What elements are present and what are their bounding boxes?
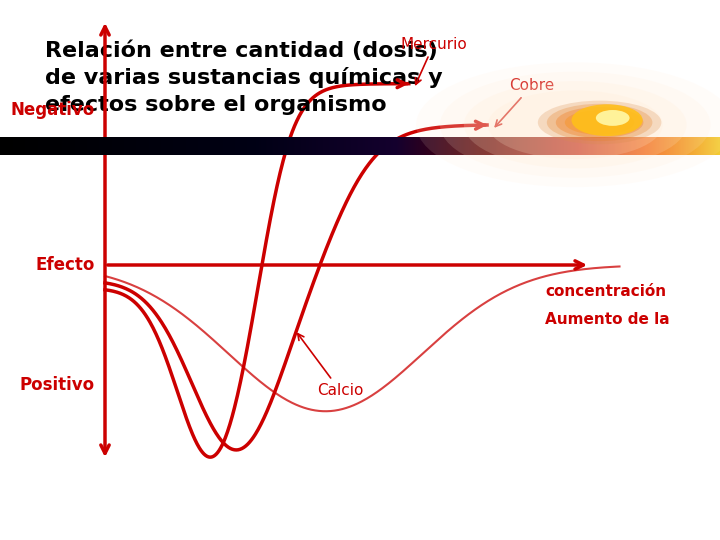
Ellipse shape xyxy=(416,62,720,187)
Text: Positivo: Positivo xyxy=(20,376,95,394)
Ellipse shape xyxy=(440,72,711,178)
Ellipse shape xyxy=(564,110,634,135)
Ellipse shape xyxy=(538,100,662,144)
Ellipse shape xyxy=(572,104,643,136)
Text: Mercurio: Mercurio xyxy=(400,37,467,84)
Ellipse shape xyxy=(546,104,652,141)
Text: Calcio: Calcio xyxy=(298,334,363,398)
Ellipse shape xyxy=(556,107,644,138)
Text: concentración: concentración xyxy=(545,285,666,300)
Ellipse shape xyxy=(596,110,629,126)
Text: Aumento de la: Aumento de la xyxy=(545,313,670,327)
Ellipse shape xyxy=(487,90,663,159)
Text: Negativo: Negativo xyxy=(11,101,95,119)
Ellipse shape xyxy=(464,81,687,168)
Text: Cobre: Cobre xyxy=(495,78,555,126)
Text: Relación entre cantidad (dosis)
de varias sustancias químicas y
efectos sobre el: Relación entre cantidad (dosis) de varia… xyxy=(45,40,443,114)
Text: Efecto: Efecto xyxy=(35,256,95,274)
